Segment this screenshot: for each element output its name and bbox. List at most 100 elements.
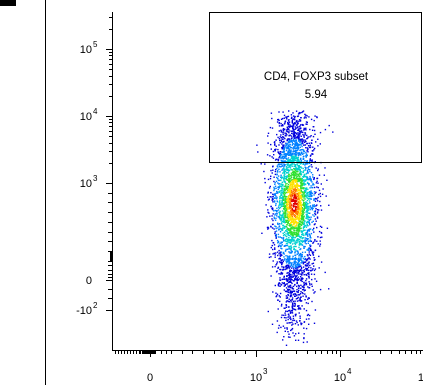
event-dot bbox=[285, 188, 288, 191]
event-dot bbox=[301, 185, 303, 187]
event-dot bbox=[297, 154, 300, 157]
event-dot bbox=[290, 198, 292, 201]
event-dot bbox=[299, 315, 301, 317]
event-dot bbox=[279, 203, 281, 205]
event-dot bbox=[286, 167, 288, 170]
event-dot bbox=[281, 164, 284, 166]
event-dot bbox=[303, 195, 305, 197]
event-dot bbox=[283, 165, 286, 167]
event-dot bbox=[293, 238, 295, 241]
event-dot bbox=[296, 190, 299, 192]
event-dot bbox=[288, 138, 290, 140]
event-dot bbox=[305, 167, 307, 170]
event-dot bbox=[296, 135, 299, 138]
event-dot bbox=[299, 163, 302, 165]
event-dot bbox=[298, 257, 300, 259]
event-dot bbox=[313, 259, 315, 261]
event-dot bbox=[310, 180, 312, 182]
event-dot bbox=[301, 241, 304, 243]
event-dot bbox=[287, 122, 289, 124]
event-dot bbox=[303, 223, 305, 225]
event-dot bbox=[308, 116, 310, 118]
event-dot bbox=[301, 138, 304, 140]
event-dot bbox=[283, 316, 286, 319]
event-dot bbox=[282, 278, 284, 280]
event-dot bbox=[296, 274, 298, 277]
event-dot bbox=[285, 265, 287, 267]
event-dot bbox=[311, 206, 314, 208]
event-dot bbox=[281, 248, 283, 250]
event-dot bbox=[288, 333, 290, 335]
event-dot bbox=[277, 216, 279, 218]
event-dot bbox=[278, 157, 280, 159]
event-dot bbox=[308, 323, 310, 325]
event-dot bbox=[279, 136, 281, 138]
event-dot bbox=[309, 155, 312, 157]
event-dot bbox=[294, 252, 296, 254]
event-dot bbox=[294, 115, 296, 118]
event-dot bbox=[282, 155, 285, 158]
event-dot bbox=[296, 185, 298, 187]
event-dot bbox=[290, 247, 292, 250]
event-dot bbox=[300, 177, 302, 180]
event-dot bbox=[316, 212, 319, 214]
event-dot bbox=[319, 243, 322, 245]
event-dot bbox=[281, 216, 283, 219]
event-dot bbox=[279, 141, 281, 144]
event-dot bbox=[302, 219, 304, 221]
event-dot bbox=[304, 220, 306, 222]
event-dot bbox=[300, 244, 302, 246]
event-dot bbox=[296, 216, 298, 219]
event-dot bbox=[307, 272, 309, 275]
event-dot bbox=[289, 202, 292, 204]
event-dot bbox=[296, 239, 298, 241]
event-dot bbox=[299, 132, 301, 135]
event-dot bbox=[304, 203, 306, 205]
event-dot bbox=[299, 254, 302, 256]
event-dot bbox=[297, 194, 299, 197]
event-dot bbox=[298, 172, 301, 175]
event-dot bbox=[297, 188, 300, 190]
event-dot bbox=[300, 206, 302, 208]
event-dot bbox=[297, 200, 299, 203]
event-dot bbox=[290, 188, 292, 190]
event-dot bbox=[289, 266, 291, 268]
event-dot bbox=[309, 198, 312, 200]
event-dot bbox=[274, 213, 277, 215]
event-dot bbox=[300, 252, 302, 255]
event-dot bbox=[294, 188, 296, 190]
event-dot bbox=[292, 302, 294, 304]
event-dot bbox=[276, 121, 279, 123]
event-dot bbox=[306, 178, 308, 181]
event-dot bbox=[308, 233, 310, 235]
event-dot bbox=[297, 296, 299, 299]
gate-rectangle[interactable] bbox=[209, 12, 422, 163]
event-dot bbox=[292, 317, 295, 320]
event-dot bbox=[295, 240, 298, 242]
event-dot bbox=[282, 172, 284, 174]
event-dot bbox=[293, 147, 295, 150]
event-dot bbox=[293, 146, 295, 148]
event-dot bbox=[301, 221, 304, 223]
event-dot bbox=[298, 246, 300, 249]
event-dot bbox=[275, 292, 277, 294]
event-dot bbox=[297, 222, 299, 224]
event-dot bbox=[292, 161, 295, 163]
event-dot bbox=[267, 211, 269, 214]
event-dot bbox=[285, 183, 287, 185]
event-dot bbox=[293, 222, 295, 224]
event-dot bbox=[286, 238, 288, 240]
event-dot bbox=[300, 197, 303, 199]
event-dot bbox=[283, 114, 286, 117]
event-dot bbox=[284, 217, 286, 219]
y-dense-tick-block bbox=[110, 252, 113, 262]
event-dot bbox=[298, 307, 300, 309]
event-dot bbox=[278, 156, 281, 158]
event-dot bbox=[302, 170, 305, 172]
event-dot bbox=[299, 276, 302, 278]
event-dot bbox=[291, 180, 293, 182]
event-dot bbox=[291, 250, 293, 252]
event-dot bbox=[308, 251, 310, 253]
event-dot bbox=[278, 324, 280, 327]
event-dot bbox=[306, 254, 309, 256]
